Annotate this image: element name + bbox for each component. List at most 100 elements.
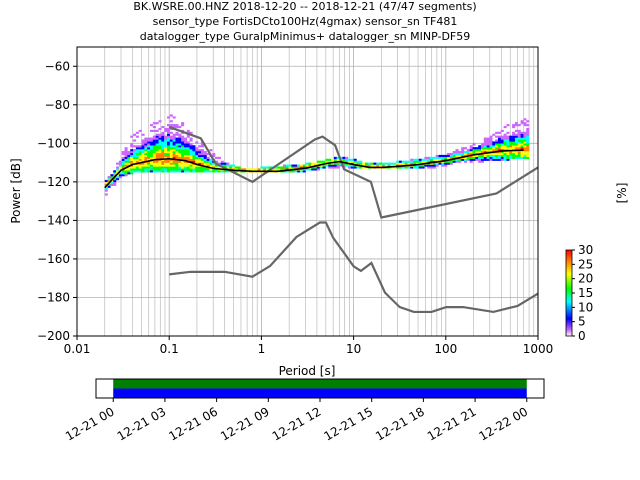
coverage-bar-blue xyxy=(113,388,527,398)
density-cell xyxy=(410,160,414,163)
density-cell xyxy=(404,160,408,163)
density-cell xyxy=(192,170,196,173)
density-cell xyxy=(367,164,371,167)
density-cell xyxy=(480,151,485,154)
density-cell xyxy=(169,141,173,144)
density-cell xyxy=(444,154,448,158)
density-cell xyxy=(166,141,171,144)
density-cell xyxy=(181,145,185,148)
density-cell xyxy=(169,147,173,150)
density-cell xyxy=(376,164,380,167)
density-cell xyxy=(503,133,507,136)
density-cell xyxy=(226,166,230,169)
density-cell xyxy=(150,152,154,156)
density-cell xyxy=(478,151,482,154)
density-cell xyxy=(189,164,193,167)
density-cell xyxy=(215,160,219,163)
density-cell xyxy=(435,156,439,159)
density-cell xyxy=(328,160,332,163)
density-cell xyxy=(215,156,219,159)
density-cell xyxy=(517,129,521,132)
timeline-tick-label: 12-21 18 xyxy=(373,404,427,443)
density-cell xyxy=(124,168,128,171)
density-cell xyxy=(489,152,493,156)
density-cell xyxy=(356,166,360,169)
density-cell xyxy=(523,131,527,134)
density-cell xyxy=(121,166,125,169)
density-cell xyxy=(517,139,521,142)
density-cell xyxy=(418,158,422,161)
density-cell xyxy=(175,124,179,127)
density-cell xyxy=(150,156,154,159)
density-cell xyxy=(155,135,159,138)
density-cell xyxy=(186,164,190,167)
density-cell xyxy=(514,143,518,146)
density-cell xyxy=(164,127,168,131)
density-cell xyxy=(438,156,442,159)
density-cell xyxy=(192,145,196,148)
density-cell xyxy=(396,164,400,167)
density-cell xyxy=(161,133,165,136)
density-cell xyxy=(483,139,487,142)
density-cell xyxy=(483,149,487,152)
density-cell xyxy=(424,160,428,163)
timeline-tick-label: 12-21 09 xyxy=(218,404,272,443)
density-cell xyxy=(164,164,168,167)
density-cell xyxy=(472,143,476,146)
density-cell xyxy=(150,162,154,165)
coverage-bar-green xyxy=(113,379,527,389)
density-cell xyxy=(161,152,165,156)
density-cell xyxy=(489,139,493,142)
density-cell xyxy=(523,152,527,156)
density-cell xyxy=(164,141,168,144)
density-cell xyxy=(520,131,524,134)
density-cell xyxy=(449,156,453,159)
density-cell xyxy=(345,164,349,167)
density-cell xyxy=(526,120,530,123)
density-cell xyxy=(430,164,434,167)
density-cell xyxy=(172,160,176,163)
density-cell xyxy=(517,143,521,146)
density-cell xyxy=(183,147,187,150)
density-cell xyxy=(506,139,510,142)
density-cell xyxy=(164,170,168,173)
density-cell xyxy=(495,147,499,150)
density-cell xyxy=(189,156,193,159)
density-cell xyxy=(172,164,176,167)
density-cell xyxy=(121,152,125,156)
density-cell xyxy=(138,152,142,156)
density-cell xyxy=(189,149,193,152)
density-cell xyxy=(444,160,448,163)
density-cell xyxy=(178,151,182,154)
density-cell xyxy=(127,172,131,175)
density-cell xyxy=(166,124,171,127)
density-cell xyxy=(393,162,397,165)
density-cell xyxy=(500,135,504,138)
density-cell xyxy=(489,137,493,140)
density-cell xyxy=(517,124,521,127)
density-cell xyxy=(447,152,451,156)
density-cell xyxy=(178,149,182,152)
density-cell xyxy=(175,164,179,167)
density-cell xyxy=(158,149,162,152)
density-cell xyxy=(152,154,156,158)
density-cell xyxy=(144,137,148,140)
density-cell xyxy=(127,166,131,169)
density-cell xyxy=(166,145,171,148)
density-cell xyxy=(203,154,207,158)
density-cell xyxy=(178,166,182,169)
density-cell xyxy=(432,166,436,169)
density-cell xyxy=(164,158,168,161)
density-cell xyxy=(164,145,168,148)
density-cell xyxy=(141,149,145,152)
density-cell xyxy=(427,166,431,169)
density-cell xyxy=(469,156,473,159)
density-cell xyxy=(333,156,337,159)
density-cell xyxy=(118,162,122,165)
density-cell xyxy=(152,162,156,165)
density-cell xyxy=(155,147,159,150)
density-cell xyxy=(133,158,137,161)
density-cell xyxy=(322,164,326,167)
density-cell xyxy=(113,174,117,177)
